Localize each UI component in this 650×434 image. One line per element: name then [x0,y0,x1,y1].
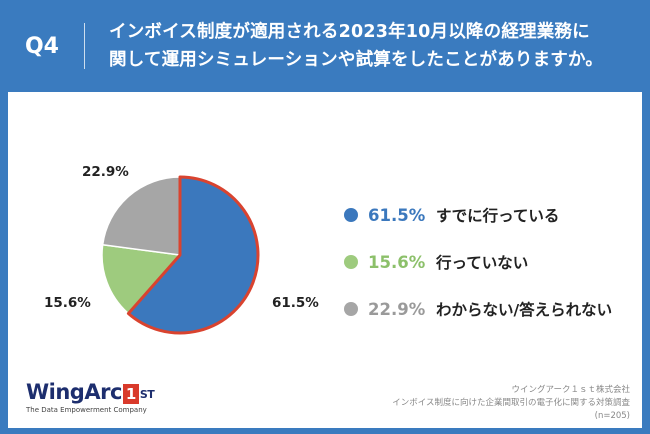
legend-item-0: 61.5% すでに行っている [344,204,612,226]
question-number: Q4 [24,33,59,59]
company-logo: WingArc 1 ST The Data Empowerment Compan… [26,380,155,414]
legend-dot-2 [344,302,358,316]
chart-panel: 22.9% 15.6% 61.5% 61.5% すでに行っている 15.6% 行… [8,92,642,428]
legend-pct-2: 22.9% [368,299,426,319]
source-sample-size: (n=205) [594,411,630,421]
question-title-line2: 関して運用シミュレーションや試算をしたことがありますか。 [109,50,604,70]
question-header: Q4 インボイス制度が適用される2023年10月以降の経理業務に 関して運用シミ… [0,0,650,92]
source-survey: インボイス制度に向けた企業間取引の電子化に関する対策調査 [392,398,630,408]
legend-item-1: 15.6% 行っていない [344,251,612,273]
pie-slice-highlight [126,175,260,335]
pie-slice-1 [101,243,182,315]
legend-item-2: 22.9% わからない/答えられない [344,298,612,320]
source-note: ウイングアーク１ｓｔ株式会社 インボイス制度に向けた企業間取引の電子化に関する対… [392,384,630,423]
logo-one: 1 [122,384,139,404]
legend-dot-1 [344,255,358,269]
logo-st: ST [139,388,155,401]
pie-label-0: 61.5% [272,295,319,311]
logo-brand: WingArc [26,380,122,404]
pie-label-2: 22.9% [82,164,129,180]
legend-dot-0 [344,208,358,222]
legend-pct-0: 61.5% [368,205,426,225]
pie-slice-2 [101,176,181,256]
question-title: インボイス制度が適用される2023年10月以降の経理業務に 関して運用シミュレー… [109,18,603,74]
pie-chart [101,175,260,335]
legend-label-2: わからない/答えられない [436,301,613,319]
logo-tagline: The Data Empowerment Company [26,406,147,414]
source-company: ウイングアーク１ｓｔ株式会社 [511,385,631,395]
legend-label-1: 行っていない [436,254,529,272]
pie-label-1: 15.6% [44,295,91,311]
legend-pct-1: 15.6% [368,252,426,272]
legend-label-0: すでに行っている [436,207,560,225]
question-title-line1: インボイス制度が適用される2023年10月以降の経理業務に [109,22,590,42]
legend: 61.5% すでに行っている 15.6% 行っていない 22.9% わからない/… [344,204,612,345]
header-divider [84,23,85,69]
